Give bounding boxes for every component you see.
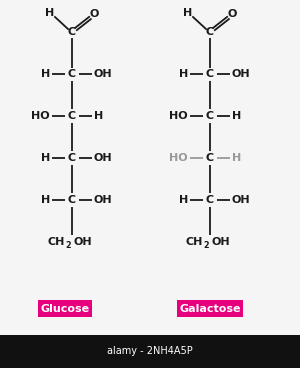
Text: OH: OH	[94, 195, 112, 205]
Text: OH: OH	[94, 153, 112, 163]
Text: C: C	[68, 69, 76, 79]
Text: H: H	[41, 153, 50, 163]
Text: H: H	[183, 8, 193, 18]
Text: OH: OH	[94, 69, 112, 79]
Text: HO: HO	[169, 153, 188, 163]
Text: H: H	[232, 111, 241, 121]
Text: OH: OH	[73, 237, 92, 247]
Text: O: O	[227, 9, 237, 19]
Text: C: C	[206, 69, 214, 79]
Text: OH: OH	[232, 69, 250, 79]
Text: C: C	[68, 195, 76, 205]
Text: H: H	[94, 111, 103, 121]
Text: OH: OH	[232, 195, 250, 205]
Text: C: C	[206, 111, 214, 121]
Text: C: C	[68, 153, 76, 163]
Text: OH: OH	[211, 237, 230, 247]
FancyBboxPatch shape	[0, 335, 300, 368]
Text: H: H	[41, 69, 50, 79]
Text: H: H	[232, 153, 241, 163]
Text: O: O	[89, 9, 99, 19]
Text: H: H	[41, 195, 50, 205]
Text: C: C	[206, 27, 214, 37]
Text: C: C	[206, 195, 214, 205]
Text: Glucose: Glucose	[40, 304, 90, 314]
FancyBboxPatch shape	[38, 300, 92, 317]
Text: HO: HO	[32, 111, 50, 121]
FancyBboxPatch shape	[177, 300, 243, 317]
Text: 2: 2	[65, 241, 70, 250]
Text: CH: CH	[48, 237, 65, 247]
Text: H: H	[45, 8, 55, 18]
Text: C: C	[68, 111, 76, 121]
Text: HO: HO	[169, 111, 188, 121]
Text: C: C	[68, 27, 76, 37]
Text: H: H	[179, 195, 188, 205]
Text: H: H	[179, 69, 188, 79]
Text: 2: 2	[203, 241, 208, 250]
Text: alamy - 2NH4A5P: alamy - 2NH4A5P	[107, 346, 193, 356]
Text: CH: CH	[186, 237, 203, 247]
Text: Galactose: Galactose	[179, 304, 241, 314]
Text: C: C	[206, 153, 214, 163]
